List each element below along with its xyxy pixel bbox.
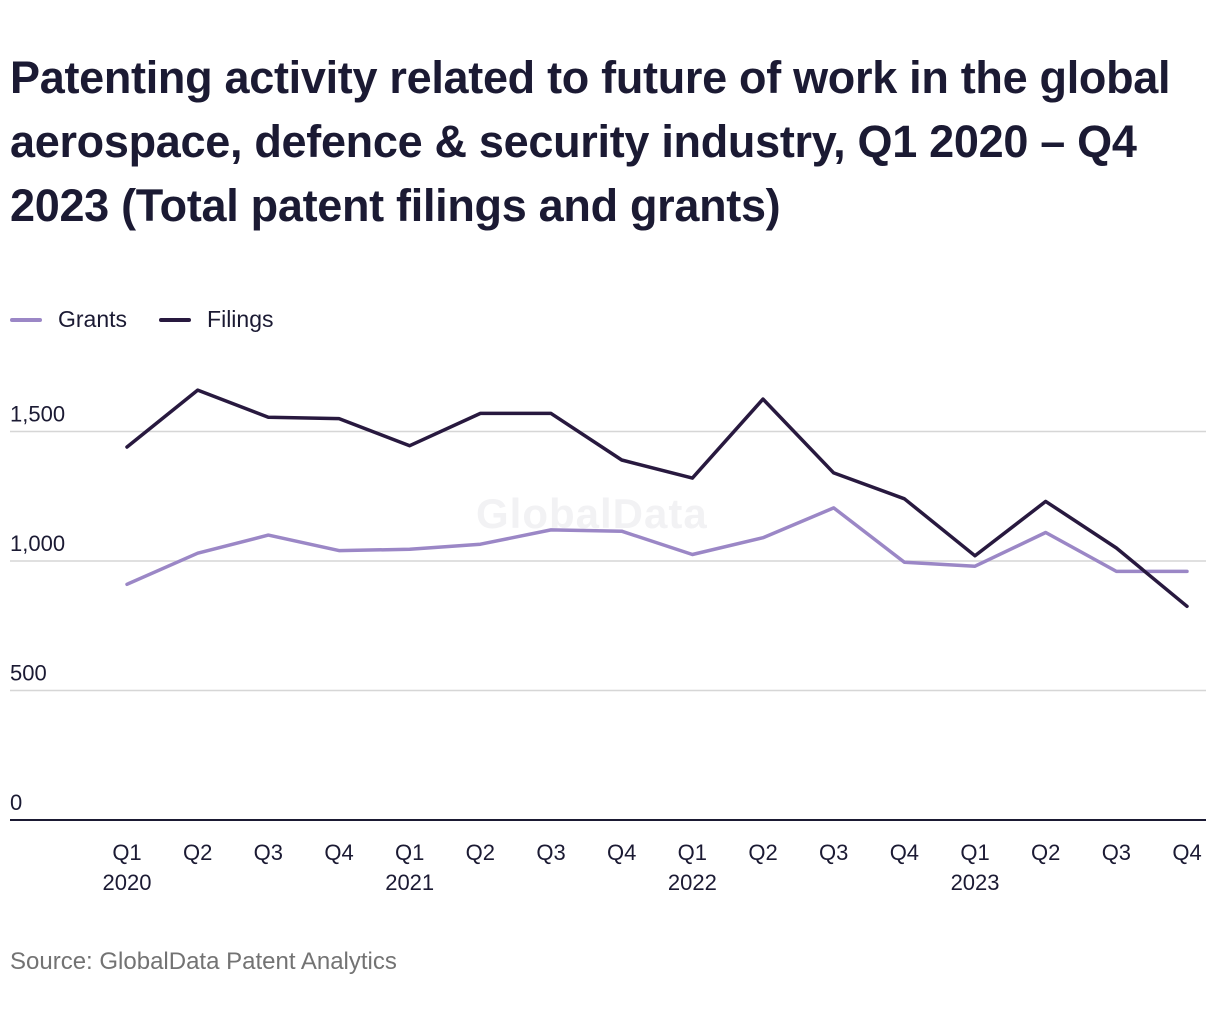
x-tick-label: Q2: [748, 840, 777, 865]
chart-title: Patenting activity related to future of …: [10, 52, 1171, 231]
x-tick-label: Q3: [1102, 840, 1131, 865]
series-line-grants: [125, 506, 1189, 587]
legend-item-filings: Filings: [159, 306, 274, 333]
x-tick-year-label: 2020: [103, 870, 152, 895]
x-tick-label: Q4: [890, 840, 919, 865]
x-tick-label: Q2: [183, 840, 212, 865]
x-tick-label: Q2: [1031, 840, 1060, 865]
y-tick-label: 1,000: [10, 531, 65, 556]
source-note: Source: GlobalData Patent Analytics: [10, 948, 397, 975]
x-tick-year-label: 2023: [951, 870, 1000, 895]
legend: Grants Filings: [10, 306, 274, 333]
x-tick-label: Q3: [254, 840, 283, 865]
legend-label-filings: Filings: [207, 306, 274, 332]
x-tick-label: Q1: [678, 840, 707, 865]
x-tick-label: Q1: [112, 840, 141, 865]
x-tick-label: Q2: [466, 840, 495, 865]
y-tick-label: 1,500: [10, 402, 65, 427]
x-tick-year-label: 2022: [668, 870, 717, 895]
x-tick-label: Q1: [960, 840, 989, 865]
x-tick-label: Q4: [324, 840, 353, 865]
legend-swatch-grants: [10, 317, 42, 322]
x-tick-label: Q1: [395, 840, 424, 865]
x-tick-year-label: 2021: [385, 870, 434, 895]
x-tick-label: Q4: [1172, 840, 1201, 865]
legend-item-grants: Grants: [10, 306, 127, 333]
x-tick-label: Q3: [536, 840, 565, 865]
legend-label-grants: Grants: [58, 306, 128, 332]
series-line-filings: [125, 388, 1189, 609]
y-tick-label: 0: [10, 790, 22, 815]
x-tick-label: Q4: [607, 840, 636, 865]
legend-swatch-filings: [159, 317, 192, 322]
y-tick-label: 500: [10, 661, 47, 686]
x-tick-label: Q3: [819, 840, 848, 865]
